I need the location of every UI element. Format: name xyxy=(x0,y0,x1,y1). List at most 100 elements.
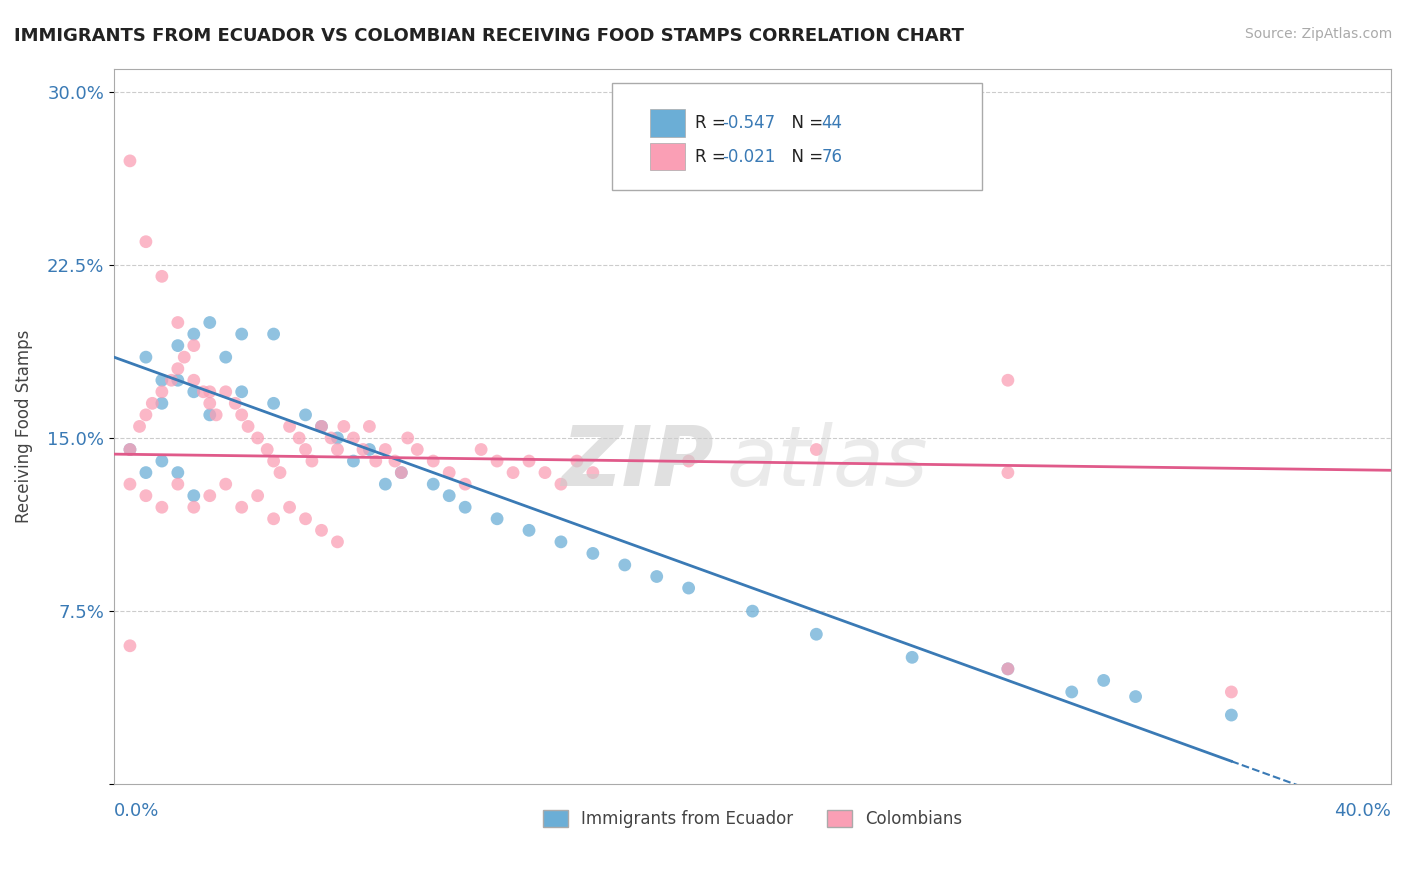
Point xyxy=(256,442,278,457)
Point xyxy=(166,373,188,387)
Point xyxy=(437,466,460,480)
Text: 40.0%: 40.0% xyxy=(1334,802,1391,821)
Point xyxy=(198,408,221,422)
Point xyxy=(135,466,157,480)
Point xyxy=(160,373,183,387)
Point xyxy=(118,442,141,457)
Point xyxy=(311,524,333,538)
Point xyxy=(150,396,173,410)
Point xyxy=(166,477,188,491)
Point xyxy=(326,442,349,457)
Point xyxy=(183,338,205,352)
Point xyxy=(231,408,253,422)
Point xyxy=(263,454,285,468)
Point xyxy=(806,627,828,641)
Text: R =: R = xyxy=(695,147,731,166)
FancyBboxPatch shape xyxy=(612,83,983,190)
Y-axis label: Receiving Food Stamps: Receiving Food Stamps xyxy=(15,330,32,523)
Point xyxy=(198,489,221,503)
Point xyxy=(1220,685,1243,699)
Point xyxy=(645,569,668,583)
FancyBboxPatch shape xyxy=(651,110,685,136)
Point xyxy=(389,466,412,480)
Point xyxy=(118,639,141,653)
Text: -0.021: -0.021 xyxy=(721,147,775,166)
Point xyxy=(183,500,205,515)
Point xyxy=(263,512,285,526)
Point xyxy=(565,454,588,468)
Point xyxy=(278,500,301,515)
Point xyxy=(997,662,1019,676)
Point xyxy=(150,384,173,399)
Point xyxy=(342,431,364,445)
Point xyxy=(198,316,221,330)
Point xyxy=(205,408,228,422)
Point xyxy=(183,327,205,342)
Point xyxy=(333,419,356,434)
Point xyxy=(342,454,364,468)
Point xyxy=(422,454,444,468)
Point xyxy=(135,408,157,422)
Point xyxy=(278,419,301,434)
Text: -0.547: -0.547 xyxy=(721,114,775,132)
Text: 0.0%: 0.0% xyxy=(114,802,159,821)
Point xyxy=(352,442,374,457)
Point xyxy=(1092,673,1115,688)
Point xyxy=(183,489,205,503)
Point xyxy=(1220,708,1243,723)
Point xyxy=(678,454,700,468)
Text: N =: N = xyxy=(780,147,828,166)
Point xyxy=(269,466,291,480)
Point xyxy=(454,500,477,515)
Text: N =: N = xyxy=(780,114,828,132)
Point xyxy=(517,454,540,468)
Text: IMMIGRANTS FROM ECUADOR VS COLOMBIAN RECEIVING FOOD STAMPS CORRELATION CHART: IMMIGRANTS FROM ECUADOR VS COLOMBIAN REC… xyxy=(14,27,965,45)
Point xyxy=(263,396,285,410)
Point xyxy=(1125,690,1147,704)
Text: Source: ZipAtlas.com: Source: ZipAtlas.com xyxy=(1244,27,1392,41)
Text: R =: R = xyxy=(695,114,731,132)
Point xyxy=(359,442,381,457)
Text: 76: 76 xyxy=(821,147,842,166)
Point xyxy=(128,419,150,434)
Legend: Immigrants from Ecuador, Colombians: Immigrants from Ecuador, Colombians xyxy=(536,803,969,834)
Text: 44: 44 xyxy=(821,114,842,132)
Point xyxy=(166,361,188,376)
Point xyxy=(231,327,253,342)
Point xyxy=(118,442,141,457)
Point xyxy=(150,454,173,468)
Point xyxy=(183,384,205,399)
Point xyxy=(193,384,215,399)
Point xyxy=(997,662,1019,676)
Point xyxy=(294,408,316,422)
Point xyxy=(437,489,460,503)
Point xyxy=(486,512,509,526)
Point xyxy=(550,534,572,549)
Point xyxy=(678,581,700,595)
Point xyxy=(517,524,540,538)
Point xyxy=(150,500,173,515)
Point xyxy=(263,327,285,342)
Point xyxy=(454,477,477,491)
Point xyxy=(374,442,396,457)
Point xyxy=(806,442,828,457)
Point xyxy=(236,419,259,434)
Point xyxy=(389,466,412,480)
Point xyxy=(141,396,163,410)
Point xyxy=(231,500,253,515)
Point xyxy=(384,454,406,468)
Point xyxy=(406,442,429,457)
Text: atlas: atlas xyxy=(727,422,928,503)
Point xyxy=(135,235,157,249)
Point xyxy=(215,350,238,364)
Point xyxy=(246,431,269,445)
Point xyxy=(534,466,557,480)
Point xyxy=(311,419,333,434)
Point xyxy=(246,489,269,503)
Point xyxy=(224,396,246,410)
Point xyxy=(613,558,636,572)
Point xyxy=(135,489,157,503)
Point xyxy=(301,454,323,468)
Point xyxy=(166,466,188,480)
Point xyxy=(150,269,173,284)
